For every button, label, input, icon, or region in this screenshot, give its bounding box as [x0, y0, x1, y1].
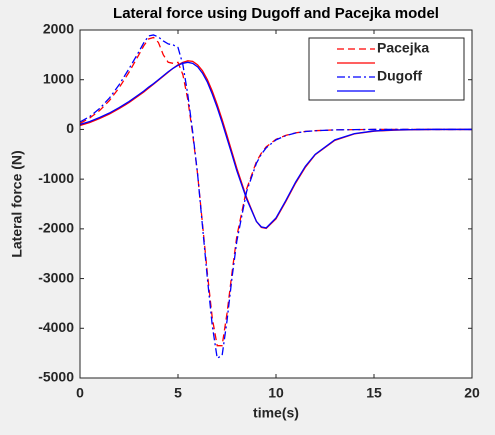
- x-tick-label: 20: [464, 385, 480, 401]
- y-tick-label: 1000: [43, 70, 74, 86]
- y-tick-label: -2000: [38, 220, 74, 236]
- axes-box: [79, 29, 473, 379]
- legend-box: [308, 37, 465, 101]
- y-tick-label: 0: [66, 120, 74, 136]
- legend-label: Pacejka: [377, 40, 429, 56]
- x-axis-label: time(s): [253, 405, 299, 421]
- y-tick-label: -3000: [38, 269, 74, 285]
- y-tick-label: -1000: [38, 170, 74, 186]
- x-tick-label: 0: [76, 385, 84, 401]
- y-tick-label: 2000: [43, 21, 74, 37]
- series-line: [80, 34, 472, 360]
- x-tick-label: 15: [366, 385, 382, 401]
- legend-label: Dugoff: [377, 68, 422, 84]
- chart-title: Lateral force using Dugoff and Pacejka m…: [113, 5, 439, 22]
- x-tick-label: 5: [174, 385, 182, 401]
- x-tick-label: 10: [268, 385, 284, 401]
- series-line: [80, 61, 472, 229]
- y-tick-label: -5000: [38, 369, 74, 385]
- y-axis-label: Lateral force (N): [9, 150, 25, 257]
- y-tick-label: -4000: [38, 319, 74, 335]
